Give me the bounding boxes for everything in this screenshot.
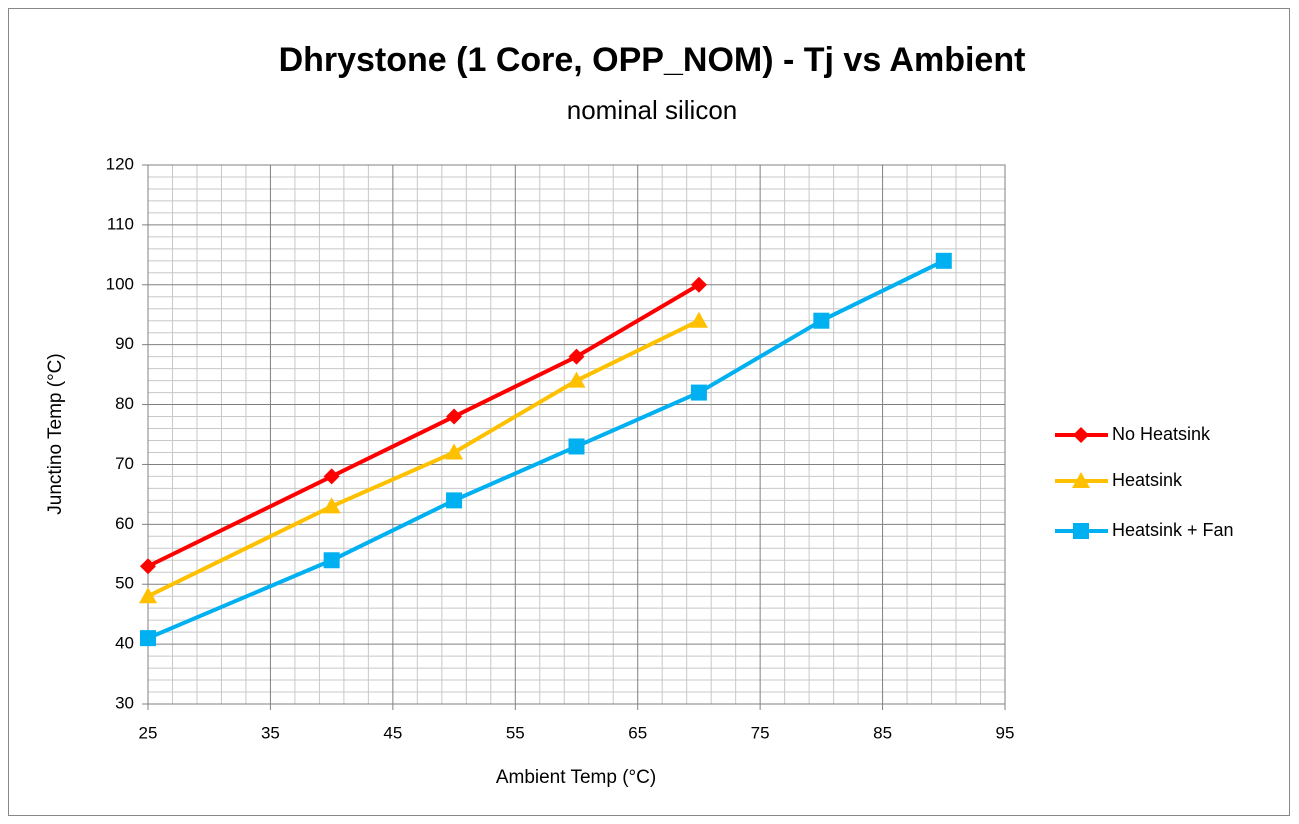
marker bbox=[323, 468, 340, 485]
legend-label: Heatsink + Fan bbox=[1112, 520, 1234, 540]
legend-label: No Heatsink bbox=[1112, 424, 1211, 444]
y-tick-label: 50 bbox=[115, 574, 134, 593]
y-tick-label: 80 bbox=[115, 394, 134, 413]
legend-marker bbox=[1072, 472, 1090, 488]
marker bbox=[140, 558, 156, 575]
marker bbox=[935, 252, 952, 269]
x-tick-label: 25 bbox=[139, 723, 158, 742]
x-tick-label: 65 bbox=[628, 723, 647, 742]
marker bbox=[445, 443, 464, 460]
x-tick-label: 45 bbox=[383, 723, 402, 742]
x-axis-label: Ambient Temp (°C) bbox=[496, 767, 656, 788]
y-tick-label: 40 bbox=[115, 634, 134, 653]
x-tick-label: 55 bbox=[506, 723, 525, 742]
y-tick-label: 90 bbox=[115, 334, 134, 353]
marker bbox=[568, 438, 585, 455]
marker bbox=[139, 587, 157, 604]
y-tick-label: 60 bbox=[115, 514, 134, 533]
x-tick-label: 85 bbox=[873, 723, 892, 742]
marker bbox=[568, 348, 585, 365]
y-tick-label: 110 bbox=[107, 214, 134, 233]
marker bbox=[446, 492, 463, 509]
y-tick-label: 30 bbox=[115, 693, 134, 712]
y-axis-label: Junctino Temp (°C) bbox=[45, 353, 66, 514]
chart-title: Dhrystone (1 Core, OPP_NOM) - Tj vs Ambi… bbox=[279, 41, 1026, 79]
legend-label: Heatsink bbox=[1112, 470, 1183, 490]
marker bbox=[446, 408, 463, 425]
marker bbox=[690, 384, 707, 401]
marker bbox=[140, 630, 156, 647]
y-tick-label: 70 bbox=[115, 454, 134, 473]
marker bbox=[813, 312, 830, 329]
x-tick-label: 35 bbox=[261, 723, 280, 742]
plot-border bbox=[147, 164, 1006, 705]
marker bbox=[322, 497, 341, 514]
x-tick-label: 75 bbox=[751, 723, 770, 742]
y-tick-label: 120 bbox=[106, 154, 134, 173]
marker bbox=[689, 311, 708, 328]
y-tick-label: 100 bbox=[106, 274, 134, 293]
marker bbox=[567, 371, 586, 388]
chart-frame bbox=[8, 8, 1290, 816]
marker bbox=[690, 276, 707, 293]
x-tick-label: 95 bbox=[996, 723, 1015, 742]
legend-marker bbox=[1073, 427, 1089, 443]
marker bbox=[323, 552, 340, 569]
legend-marker bbox=[1073, 523, 1089, 539]
chart-subtitle: nominal silicon bbox=[567, 95, 738, 125]
